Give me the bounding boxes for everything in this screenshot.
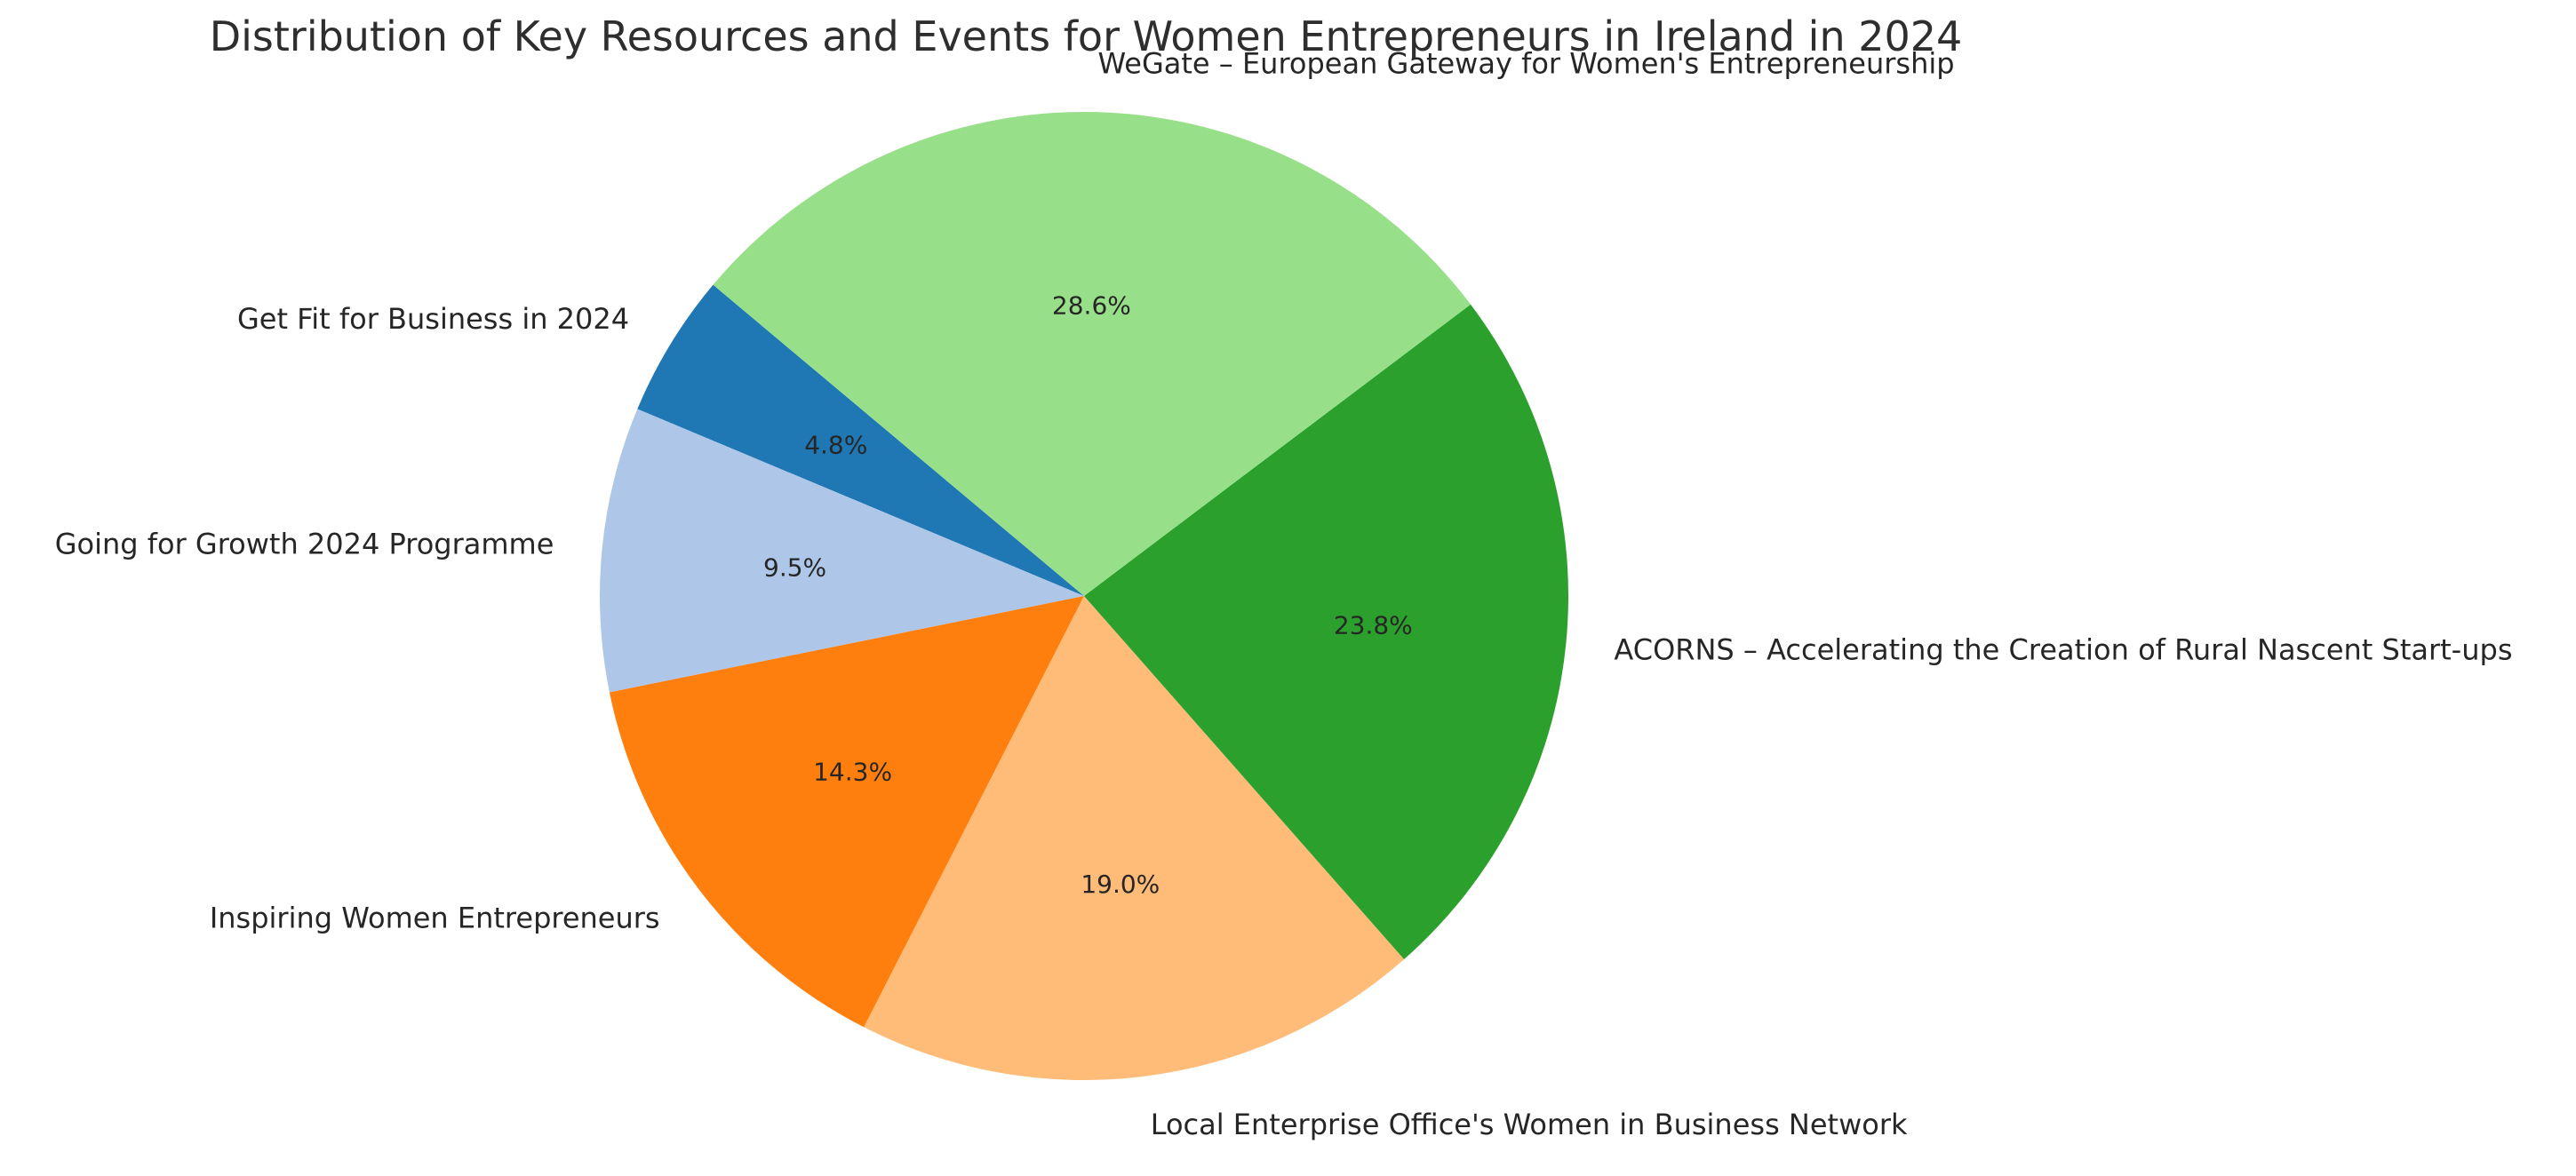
pie-slice-4 bbox=[1084, 304, 1568, 960]
percent-label-0: 4.8% bbox=[804, 430, 867, 459]
percent-label-4: 23.8% bbox=[1334, 611, 1413, 640]
pie-slice-5 bbox=[713, 112, 1471, 596]
slice-label-0: Get Fit for Business in 2024 bbox=[237, 302, 629, 336]
chart-title: Distribution of Key Resources and Events… bbox=[209, 12, 1963, 60]
pie-slice-1 bbox=[599, 409, 1084, 693]
pie-slice-3 bbox=[864, 596, 1405, 1081]
percent-label-1: 9.5% bbox=[763, 553, 826, 583]
slice-label-1: Going for Growth 2024 Programme bbox=[55, 527, 554, 560]
slice-label-2: Inspiring Women Entrepreneurs bbox=[210, 902, 660, 935]
slice-label-3: Local Enterprise Office's Women in Busin… bbox=[1151, 1108, 1908, 1141]
pie-slice-0 bbox=[637, 284, 1084, 596]
slice-label-5: WeGate – European Gateway for Women's En… bbox=[1098, 47, 1955, 81]
percent-label-2: 14.3% bbox=[813, 757, 892, 786]
slice-label-4: ACORNS – Accelerating the Creation of Ru… bbox=[1614, 633, 2512, 667]
percent-label-5: 28.6% bbox=[1052, 291, 1131, 321]
percent-label-3: 19.0% bbox=[1081, 870, 1160, 899]
pie-slice-2 bbox=[609, 596, 1084, 1028]
